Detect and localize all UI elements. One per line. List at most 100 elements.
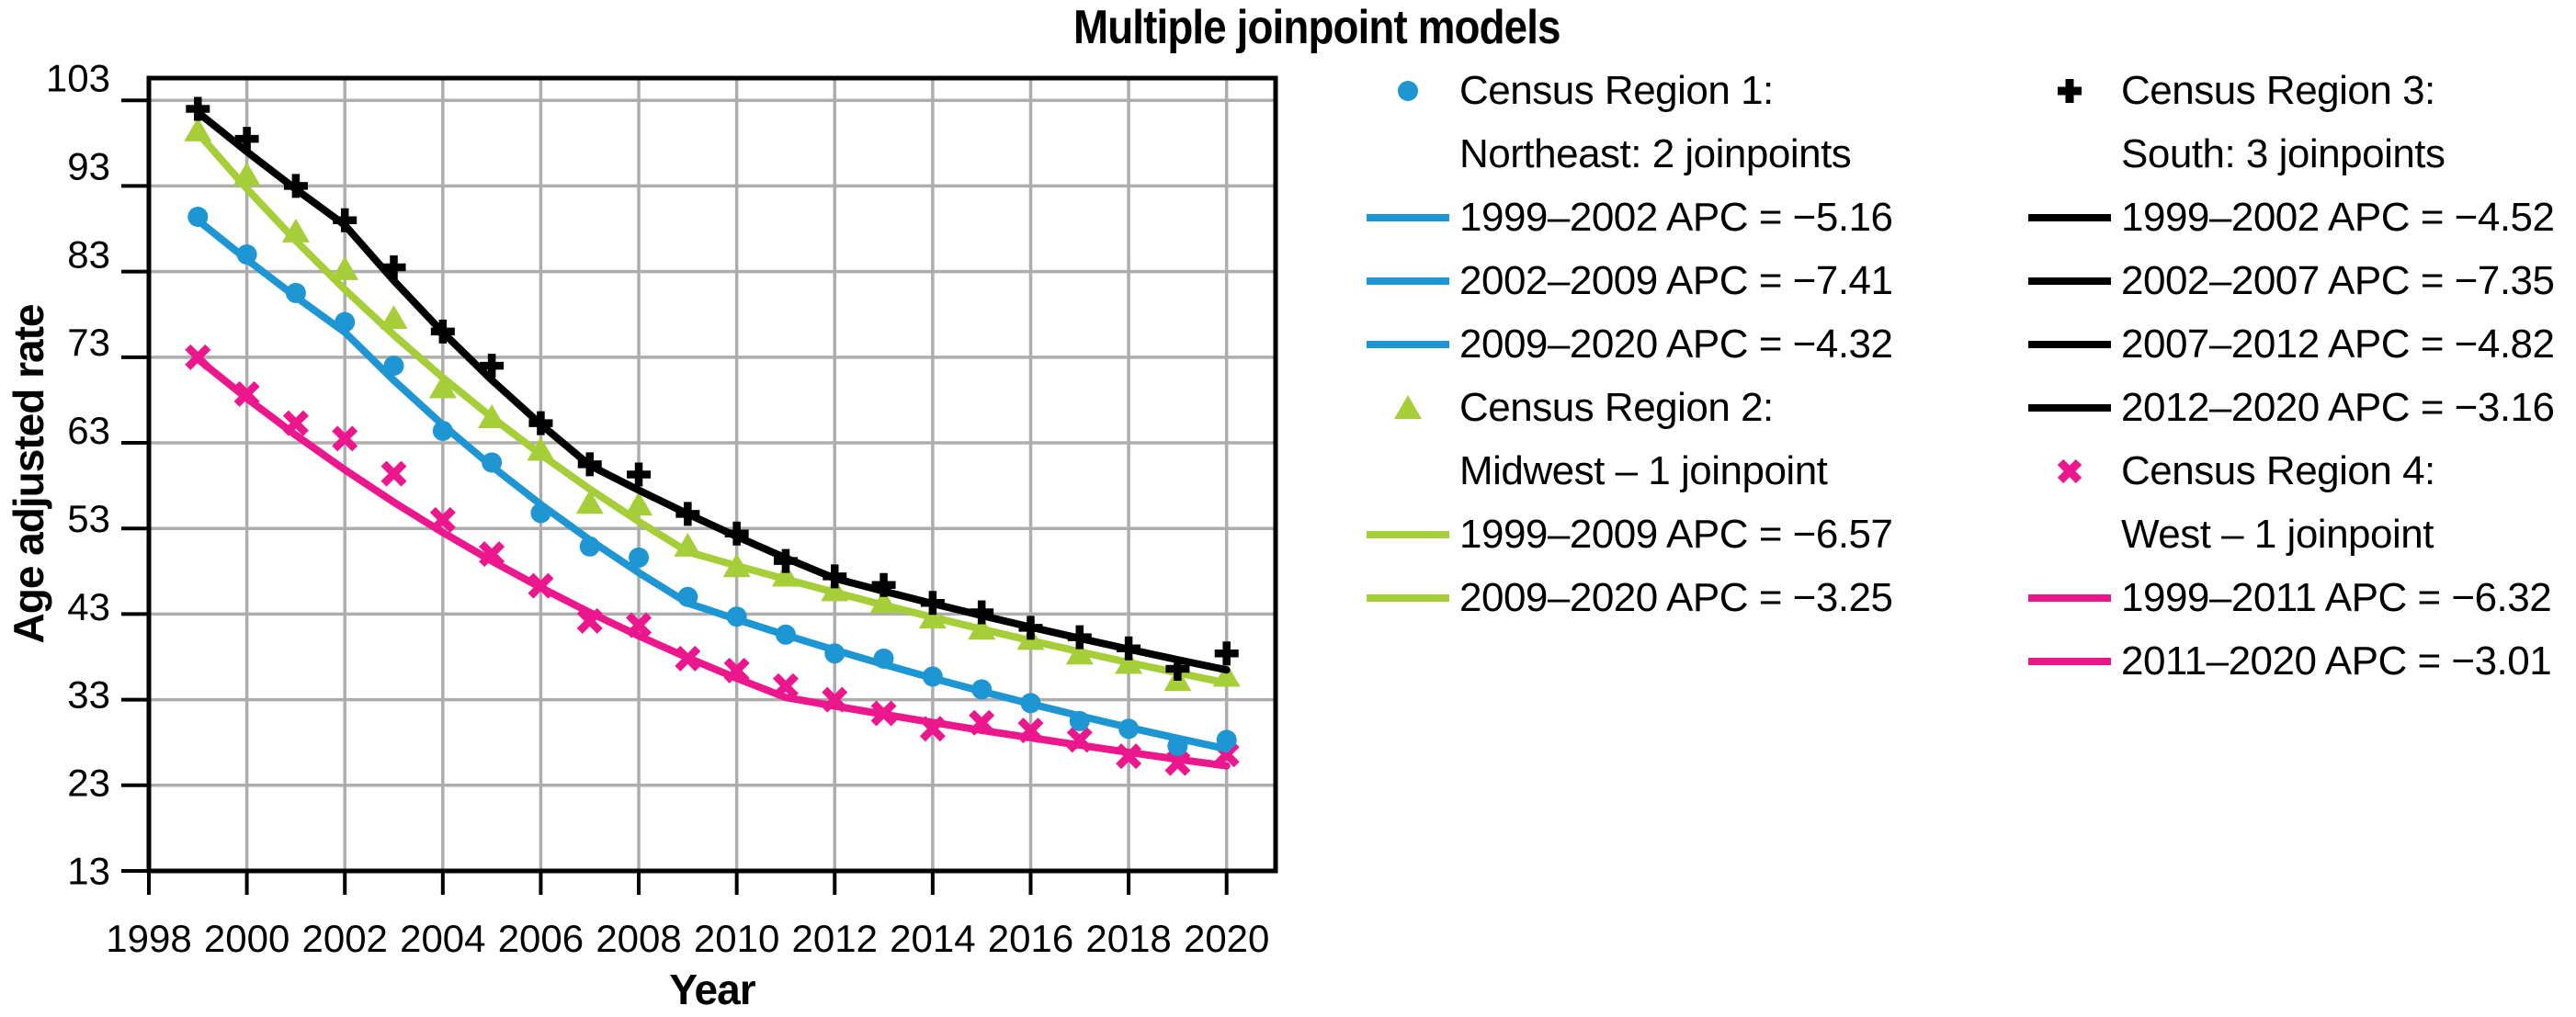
legend-row: Midwest – 1 joinpoint [1364,439,1892,503]
legend-marker [1364,63,1452,119]
legend-marker [2026,317,2114,372]
x-tick-label: 2002 [301,917,387,960]
fit-line-region4 [194,355,1231,770]
legend-row: 2009–2020 APC = −3.25 [1364,566,1893,629]
marker-plus-region3 [186,96,210,121]
plot-border [146,75,1278,874]
marker-x-region4 [626,612,653,638]
marker-triangle-region2 [674,532,702,557]
legend-row: 2007–2012 APC = −4.82 [2026,312,2555,376]
legend-marker [2026,571,2114,626]
legend-marker [1364,380,1452,435]
marker-circle-region1 [482,452,503,473]
y-tick-label: 23 [67,762,110,805]
marker-plus-region3 [1018,616,1043,640]
marker-circle-region1 [335,311,356,333]
marker-triangle-region2 [575,490,604,514]
legend-line-icon [1367,277,1449,285]
marker-circle-region1 [971,679,993,700]
y-tick-label: 63 [67,409,110,452]
legend-label: 1999–2011 APC = −6.32 [2121,574,2552,620]
legend-label: Northeast: 2 joinpoints [1459,130,1852,176]
legend-label: Census Region 2: [1459,384,1774,430]
legend-label: West – 1 joinpoint [2121,511,2434,557]
marker-circle-region1 [922,666,943,687]
legend-marker [1364,190,1452,245]
legend-label: 1999–2002 APC = −5.16 [1459,194,1893,240]
legend-line-icon [2028,403,2111,412]
legend-row: West – 1 joinpoint [2026,503,2554,566]
marker-x-region4 [822,686,848,713]
marker-plus-region3 [430,319,455,344]
marker-triangle-region2 [821,577,849,602]
y-tick-label: 103 [46,57,110,100]
marker-x-region4 [528,572,554,599]
marker-triangle-region2 [428,374,457,399]
legend-row: 2009–2020 APC = −4.32 [1364,312,1893,376]
marker-circle-region1 [824,643,845,664]
y-tick-label: 53 [67,497,110,540]
marker-circle-region1 [726,606,747,627]
marker-circle-region1 [1118,718,1140,740]
fit-line-region3 [194,108,1231,674]
marker-x-region4 [429,506,456,533]
legend-row: 1999–2009 APC = −6.57 [1364,503,1893,566]
legend-label: 2002–2009 APC = −7.41 [1459,257,1893,303]
legend-marker-empty [1364,444,1452,499]
y-tick-label: 13 [67,850,110,893]
x-tick-label: 2010 [694,917,779,960]
marker-triangle-region2 [380,304,408,329]
fit-line-region1 [194,216,1231,753]
legend-row: 2011–2020 APC = −3.01 [2026,629,2554,693]
marker-circle-region1 [579,536,600,557]
legend-line-icon [1367,213,1449,221]
marker-x-region4 [1017,718,1044,744]
legend-label: 2009–2020 APC = −3.25 [1459,574,1893,620]
legend-marker [1364,507,1452,562]
x-tick-label: 2012 [792,917,878,960]
marker-triangle-region2 [722,553,751,578]
legend-line-icon [2028,593,2111,602]
legend-circle-icon [1398,80,1418,101]
y-tick-label: 33 [67,673,110,717]
marker-x-region4 [919,716,946,742]
legend-line-icon [2028,340,2111,348]
marker-plus-region3 [1165,657,1190,682]
legend-label: 1999–2009 APC = −6.57 [1459,511,1893,557]
x-tick-label: 2000 [204,917,289,960]
marker-plus-region3 [1117,636,1141,661]
marker-x-region4 [1164,750,1191,776]
marker-plus-region3 [234,127,259,152]
marker-triangle-region2 [1115,650,1143,674]
x-tick-label: 2004 [400,917,485,960]
marker-plus-region3 [823,564,847,589]
legend-label: 2012–2020 APC = −3.16 [2121,384,2555,430]
marker-plus-region3 [480,354,505,379]
legend-row: 1999–2011 APC = −6.32 [2026,566,2554,629]
marker-x-region4 [479,541,505,568]
marker-circle-region1 [1167,735,1188,756]
marker-triangle-region2 [771,562,800,587]
marker-plus-region3 [627,462,652,487]
marker-triangle-region2 [968,616,996,640]
marker-circle-region1 [1020,693,1041,714]
marker-triangle-region2 [184,117,212,141]
legend-label: Census Region 3: [2121,67,2435,113]
legend-row: South: 3 joinpoints [2026,122,2554,186]
marker-x-region4 [233,380,260,407]
x-tick-label: 2020 [1184,917,1269,960]
legend-row: 1999–2002 APC = −5.16 [1364,186,1893,249]
legend-row: 2002–2009 APC = −7.41 [1364,249,1893,312]
marker-plus-region3 [283,174,308,198]
marker-plus-region3 [773,548,798,573]
x-tick-label: 2006 [498,917,584,960]
legend-label: 2002–2007 APC = −7.35 [2121,257,2555,303]
legend-row: Census Region 1: [1364,59,1892,122]
legend-marker-empty [2026,507,2114,562]
legend-line-icon [2028,277,2111,285]
legend-row: 2002–2007 APC = −7.35 [2026,249,2555,312]
legend-line-icon [1367,530,1449,538]
legend-plus-icon [2058,78,2082,103]
